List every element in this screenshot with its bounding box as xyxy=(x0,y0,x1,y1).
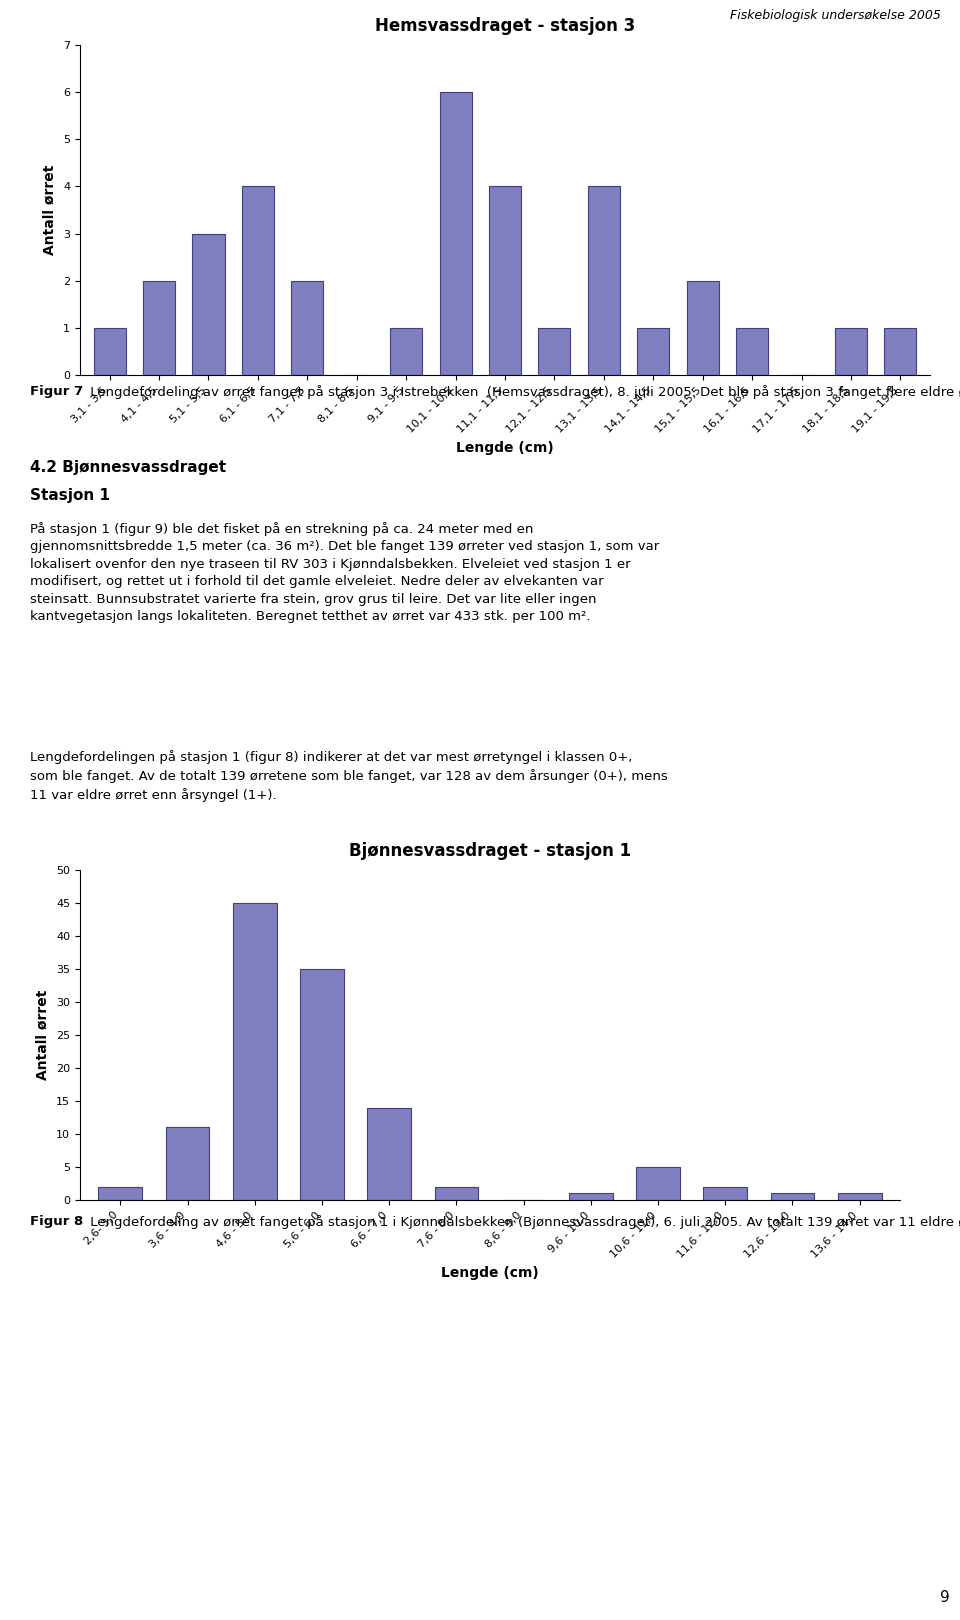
Y-axis label: Antall ørret: Antall ørret xyxy=(42,165,57,256)
Text: Figur 7: Figur 7 xyxy=(30,386,84,399)
Bar xyxy=(291,280,324,374)
Bar xyxy=(569,1194,612,1200)
Text: 4.2 Bjønnesvassdraget: 4.2 Bjønnesvassdraget xyxy=(30,460,227,475)
Bar xyxy=(771,1194,814,1200)
Bar xyxy=(440,92,471,374)
Title: Hemsvassdraget - stasjon 3: Hemsvassdraget - stasjon 3 xyxy=(374,18,636,36)
Bar xyxy=(637,327,669,374)
Bar xyxy=(435,1187,478,1200)
Bar xyxy=(636,1166,680,1200)
Bar xyxy=(588,186,620,374)
Bar xyxy=(390,327,422,374)
Bar xyxy=(242,186,274,374)
Bar xyxy=(884,327,917,374)
Bar xyxy=(99,1187,142,1200)
Bar xyxy=(192,233,225,374)
X-axis label: Lengde (cm): Lengde (cm) xyxy=(442,1267,539,1280)
Text: Fiskebiologisk undersøkelse 2005: Fiskebiologisk undersøkelse 2005 xyxy=(730,8,941,21)
Y-axis label: Antall ørret: Antall ørret xyxy=(36,990,49,1081)
Bar xyxy=(686,280,719,374)
Text: Lengdefordeling av ørret fanget på stasjon 3 i Istrebekken  (Hemsvassdraget), 8.: Lengdefordeling av ørret fanget på stasj… xyxy=(85,386,960,399)
Bar xyxy=(368,1108,411,1200)
Bar xyxy=(489,186,521,374)
Bar xyxy=(233,902,276,1200)
Text: Lengdefordelingen på stasjon 1 (figur 8) indikerer at det var mest ørretyngel i : Lengdefordelingen på stasjon 1 (figur 8)… xyxy=(30,750,668,802)
Bar xyxy=(736,327,768,374)
Text: Lengdefordeling av ørret fanget på stasjon 1 i Kjønndalsbekken (Bjønnesvassdrage: Lengdefordeling av ørret fanget på stasj… xyxy=(85,1215,960,1230)
Bar xyxy=(143,280,175,374)
Bar xyxy=(166,1128,209,1200)
Text: På stasjon 1 (figur 9) ble det fisket på en strekning på ca. 24 meter med en
gje: På stasjon 1 (figur 9) ble det fisket på… xyxy=(30,522,660,624)
Title: Bjønnesvassdraget - stasjon 1: Bjønnesvassdraget - stasjon 1 xyxy=(348,842,631,860)
Bar xyxy=(835,327,867,374)
Text: Figur 8: Figur 8 xyxy=(30,1215,84,1228)
Bar xyxy=(300,969,344,1200)
Bar xyxy=(704,1187,747,1200)
Text: Stasjon 1: Stasjon 1 xyxy=(30,488,110,502)
Bar xyxy=(539,327,570,374)
Bar xyxy=(838,1194,881,1200)
Text: 9: 9 xyxy=(940,1589,950,1605)
Bar xyxy=(93,327,126,374)
X-axis label: Lengde (cm): Lengde (cm) xyxy=(456,441,554,455)
